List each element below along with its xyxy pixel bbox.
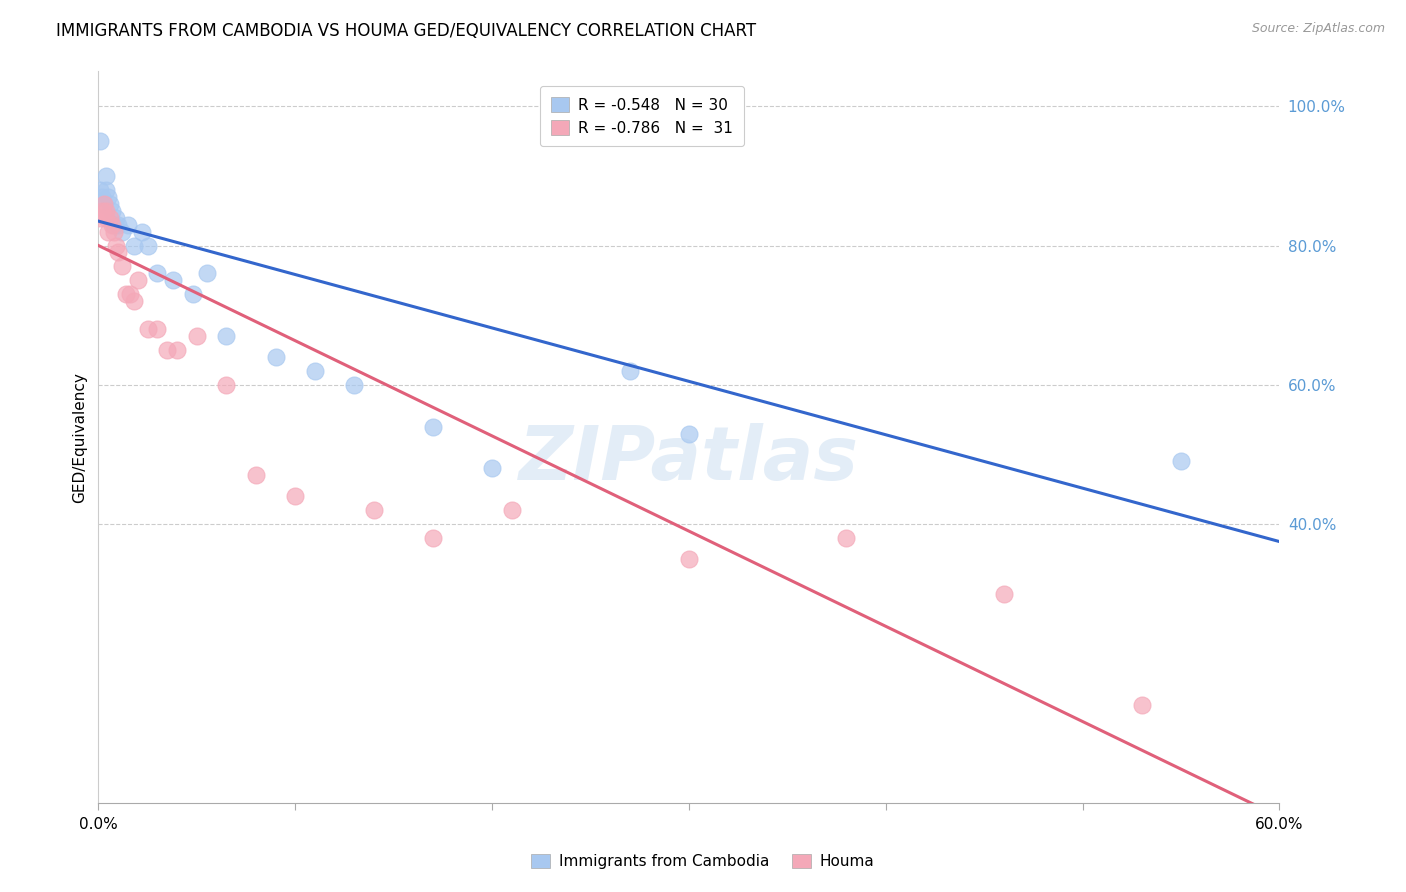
Point (1170, 454, 1192, 468)
Point (127, 273, 149, 287)
Point (89, 183, 111, 197)
Point (91, 203, 114, 218)
Point (96, 169, 118, 183)
Point (98, 211, 121, 225)
Point (97, 190, 120, 204)
Point (96, 183, 118, 197)
Point (115, 287, 138, 301)
Point (122, 238, 145, 252)
Point (97, 225, 120, 239)
Point (146, 322, 169, 336)
Point (678, 426, 700, 441)
Point (131, 225, 153, 239)
Text: ZIPatlas: ZIPatlas (519, 423, 859, 496)
Point (835, 531, 858, 545)
Point (422, 419, 444, 434)
Point (93, 196, 115, 211)
Point (105, 238, 128, 252)
Point (304, 364, 326, 378)
Point (103, 218, 125, 232)
Point (264, 350, 287, 364)
Point (93, 196, 115, 211)
Point (111, 260, 134, 274)
Point (619, 364, 641, 378)
Point (363, 503, 385, 517)
Point (122, 294, 145, 309)
Point (186, 329, 208, 343)
Point (481, 461, 503, 475)
Point (146, 266, 169, 280)
Point (89, 134, 111, 148)
Text: IMMIGRANTS FROM CAMBODIA VS HOUMA GED/EQUIVALENCY CORRELATION CHART: IMMIGRANTS FROM CAMBODIA VS HOUMA GED/EQ… (56, 22, 756, 40)
Point (195, 266, 218, 280)
Point (96, 203, 118, 218)
Point (284, 489, 307, 503)
Point (136, 322, 159, 336)
Point (1130, 698, 1153, 713)
Point (245, 468, 267, 483)
Point (107, 218, 129, 232)
Point (96, 211, 118, 225)
Point (343, 377, 366, 392)
Point (678, 552, 700, 566)
Point (89, 211, 111, 225)
Point (501, 503, 523, 517)
Point (91, 190, 114, 204)
Point (166, 343, 188, 357)
Point (162, 273, 184, 287)
Y-axis label: GED/Equivalency: GED/Equivalency (72, 372, 87, 502)
Point (98, 196, 121, 211)
Point (117, 218, 139, 232)
Text: Source: ZipAtlas.com: Source: ZipAtlas.com (1251, 22, 1385, 36)
Point (422, 531, 444, 545)
Point (136, 238, 159, 252)
Point (118, 287, 141, 301)
Point (103, 225, 125, 239)
Point (107, 245, 129, 260)
Point (101, 203, 124, 218)
Legend: R = -0.548   N = 30, R = -0.786   N =  31: R = -0.548 N = 30, R = -0.786 N = 31 (540, 87, 744, 146)
Point (181, 287, 204, 301)
Point (993, 587, 1015, 601)
Point (215, 329, 238, 343)
Point (111, 225, 134, 239)
Legend: Immigrants from Cambodia, Houma: Immigrants from Cambodia, Houma (526, 847, 880, 875)
Point (215, 377, 238, 392)
Point (105, 211, 128, 225)
Point (101, 218, 124, 232)
Point (156, 343, 179, 357)
